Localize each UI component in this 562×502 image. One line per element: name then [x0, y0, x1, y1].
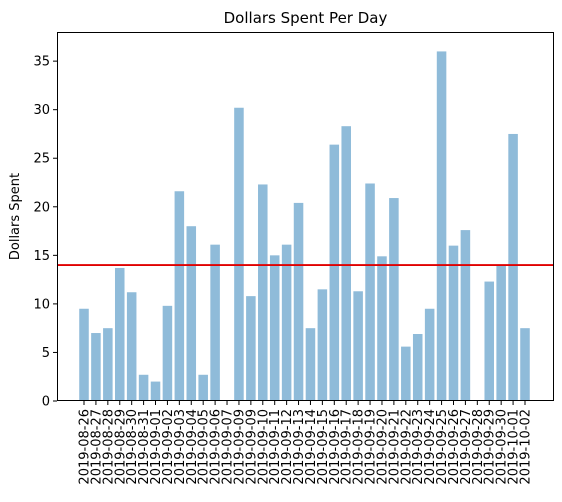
- bar: [103, 328, 113, 401]
- bar: [377, 256, 387, 401]
- plot-frame: [57, 32, 554, 401]
- y-tick-label: 10: [33, 297, 50, 312]
- y-tick-label: 5: [42, 346, 50, 361]
- y-tick-label: 35: [33, 55, 50, 70]
- bar: [246, 296, 256, 401]
- chart-title: Dollars Spent Per Day: [224, 9, 388, 27]
- x-tick-label: 2019-10-01: [507, 409, 522, 485]
- bar: [424, 308, 435, 401]
- bar: [138, 374, 149, 401]
- y-tick-label: 25: [33, 152, 50, 167]
- x-tick-label: 2019-09-02: [161, 409, 176, 485]
- bar: [126, 292, 137, 401]
- bar: [234, 107, 244, 402]
- x-tick-label: 2019-09-05: [197, 409, 212, 485]
- x-tick-label: 2019-08-29: [113, 409, 128, 485]
- x-tick-label: 2019-09-07: [221, 409, 236, 485]
- bar: [412, 333, 423, 401]
- x-tick-label: 2019-08-28: [101, 409, 116, 485]
- x-tick-label: 2019-09-24: [423, 409, 438, 485]
- y-tick-label: 0: [42, 395, 50, 410]
- bar: [150, 381, 161, 401]
- x-tick-label: 2019-09-29: [483, 409, 498, 485]
- bar: [186, 226, 197, 401]
- x-tick-label: 2019-09-14: [304, 409, 319, 485]
- x-tick-label: 2019-09-09: [244, 409, 259, 485]
- x-tick-label: 2019-09-16: [328, 409, 343, 485]
- bar: [114, 267, 125, 401]
- x-tick-label: 2019-09-26: [447, 409, 462, 485]
- x-tick-label: 2019-09-06: [209, 409, 224, 485]
- y-tick-label: 20: [33, 200, 50, 215]
- bar: [365, 183, 375, 401]
- x-tick-label: 2019-09-25: [435, 409, 450, 485]
- y-axis-label: Dollars Spent: [8, 173, 23, 260]
- bar: [210, 244, 220, 401]
- bar: [508, 133, 518, 402]
- bar: [329, 144, 340, 402]
- bar: [198, 374, 208, 401]
- bar: [496, 265, 506, 401]
- bar: [305, 328, 316, 401]
- bar: [341, 126, 351, 401]
- x-tick-label: 2019-09-11: [268, 409, 283, 485]
- bar: [79, 308, 89, 401]
- x-tick-label: 2019-09-22: [399, 409, 414, 485]
- bar: [484, 281, 495, 401]
- bar: [389, 198, 399, 401]
- x-tick-label: 2019-09-21: [387, 409, 402, 485]
- x-tick-label: 2019-09-20: [375, 409, 390, 485]
- x-tick-label: 2019-09-04: [185, 409, 200, 485]
- bar: [174, 191, 185, 401]
- bar: [520, 328, 530, 401]
- y-tick-label: 30: [33, 103, 50, 118]
- x-tick-label: 2019-09-19: [364, 409, 379, 485]
- bar: [293, 202, 304, 401]
- x-tick-label: 2019-09-18: [352, 409, 367, 485]
- x-tick-label: 2019-08-27: [89, 409, 104, 485]
- x-tick-label: 2019-09-27: [459, 409, 474, 485]
- bar: [281, 244, 292, 401]
- x-tick-label: 2019-09-12: [280, 409, 295, 485]
- x-tick-label: 2019-09-01: [149, 409, 164, 485]
- bar: [258, 184, 268, 401]
- bar: [91, 333, 101, 401]
- bar: [448, 245, 459, 401]
- x-tick-label: 2019-08-30: [125, 409, 140, 485]
- x-tick-label: 2019-10-02: [519, 409, 534, 485]
- x-tick-label: 2019-08-31: [137, 409, 152, 485]
- y-tick-label: 15: [33, 249, 50, 264]
- x-tick-label: 2019-09-30: [495, 409, 510, 485]
- bar: [317, 289, 328, 401]
- bar: [401, 346, 411, 401]
- x-tick-label: 2019-08-26: [78, 409, 93, 485]
- x-tick-label: 2019-09-09: [232, 409, 247, 485]
- bar: [269, 255, 280, 401]
- x-tick-label: 2019-09-03: [173, 409, 188, 485]
- x-tick-label: 2019-09-17: [340, 409, 355, 485]
- x-tick-label: 2019-09-15: [316, 409, 331, 485]
- x-tick-label: 2019-09-23: [411, 409, 426, 485]
- bar: [162, 305, 173, 401]
- bar: [460, 230, 471, 401]
- x-tick-label: 2019-09-13: [292, 409, 307, 485]
- bar: [436, 51, 447, 401]
- x-tick-label: 2019-09-28: [471, 409, 486, 485]
- x-tick-label: 2019-09-10: [256, 409, 271, 485]
- bar: [353, 291, 363, 401]
